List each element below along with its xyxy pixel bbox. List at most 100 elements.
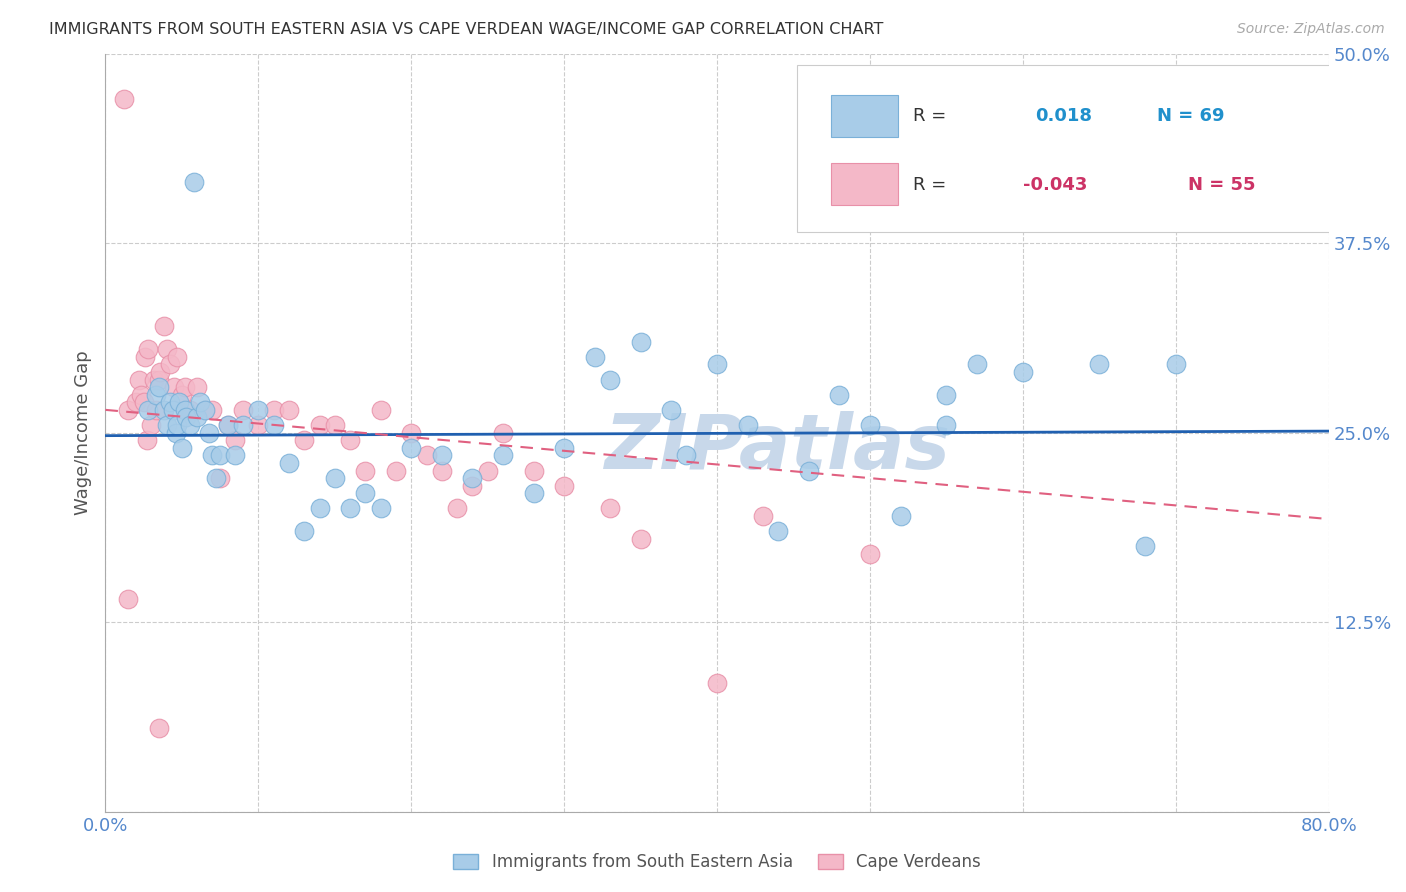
Point (136, 343, 159, 357)
Point (737, 417, 759, 433)
Text: R =: R = (912, 107, 946, 125)
Point (599, 373, 621, 387)
Point (188, 395, 211, 409)
Point (768, 524, 790, 539)
Point (159, 395, 181, 409)
Point (209, 471, 232, 485)
Point (523, 486, 546, 500)
Point (134, 350, 156, 364)
Point (797, 464, 820, 478)
Point (132, 395, 155, 409)
Legend: Immigrants from South Eastern Asia, Cape Verdeans: Immigrants from South Eastern Asia, Cape… (444, 845, 990, 880)
Point (339, 501, 361, 516)
Point (354, 486, 377, 500)
Point (125, 395, 148, 409)
Point (889, 508, 911, 523)
Point (148, 380, 170, 394)
Point (354, 464, 377, 478)
Point (129, 387, 152, 401)
Point (461, 471, 484, 485)
Point (232, 417, 254, 433)
Point (1088, 358, 1111, 372)
Point (323, 417, 346, 433)
Text: N = 69: N = 69 (1157, 107, 1225, 125)
Point (292, 434, 315, 448)
Point (935, 417, 957, 433)
Text: ZIPatlas: ZIPatlas (605, 411, 952, 484)
Point (201, 403, 224, 417)
Point (117, 403, 139, 417)
Point (492, 449, 515, 463)
Text: IMMIGRANTS FROM SOUTH EASTERN ASIA VS CAPE VERDEAN WAGE/INCOME GAP CORRELATION C: IMMIGRANTS FROM SOUTH EASTERN ASIA VS CA… (49, 22, 883, 37)
Point (166, 350, 188, 364)
Point (179, 403, 201, 417)
Point (170, 441, 193, 455)
Point (1133, 539, 1156, 553)
Point (194, 403, 217, 417)
Point (247, 417, 270, 433)
FancyBboxPatch shape (797, 65, 1334, 232)
Point (155, 417, 177, 433)
FancyBboxPatch shape (831, 163, 898, 205)
Point (292, 524, 315, 539)
Point (399, 425, 422, 440)
Point (385, 464, 408, 478)
Point (148, 721, 170, 735)
Point (201, 449, 224, 463)
Point (232, 403, 254, 417)
Point (136, 403, 159, 417)
Point (263, 403, 285, 417)
Point (277, 456, 299, 470)
Point (399, 441, 422, 455)
Point (174, 403, 197, 417)
Point (828, 387, 851, 401)
Point (183, 176, 205, 190)
Point (117, 592, 139, 607)
Point (186, 380, 208, 394)
Point (446, 501, 468, 516)
Point (553, 441, 575, 455)
Point (461, 479, 484, 493)
Point (1164, 358, 1187, 372)
Point (176, 410, 198, 425)
Point (217, 417, 239, 433)
Point (112, 92, 135, 106)
Point (159, 358, 181, 372)
Point (430, 464, 453, 478)
FancyBboxPatch shape (831, 95, 898, 137)
Point (1011, 365, 1033, 379)
Text: 0.018: 0.018 (1035, 107, 1092, 125)
Point (323, 471, 346, 485)
Point (523, 464, 546, 478)
Point (165, 425, 187, 440)
Point (430, 449, 453, 463)
Point (194, 403, 217, 417)
Point (141, 417, 163, 433)
Point (935, 387, 957, 401)
Point (277, 403, 299, 417)
Point (152, 403, 174, 417)
Point (135, 434, 157, 448)
Point (247, 403, 270, 417)
Point (675, 449, 697, 463)
Text: N = 55: N = 55 (1188, 176, 1256, 194)
Point (752, 508, 775, 523)
Point (492, 425, 515, 440)
Point (339, 434, 361, 448)
Point (204, 471, 226, 485)
Point (217, 417, 239, 433)
Point (145, 387, 167, 401)
Point (167, 395, 190, 409)
Point (198, 425, 221, 440)
Point (859, 547, 882, 561)
Point (630, 334, 652, 349)
Point (415, 449, 437, 463)
Point (308, 417, 330, 433)
Point (155, 343, 177, 357)
Point (370, 403, 392, 417)
Point (553, 479, 575, 493)
Point (859, 417, 882, 433)
Point (143, 373, 166, 387)
Point (706, 358, 728, 372)
Point (599, 501, 621, 516)
